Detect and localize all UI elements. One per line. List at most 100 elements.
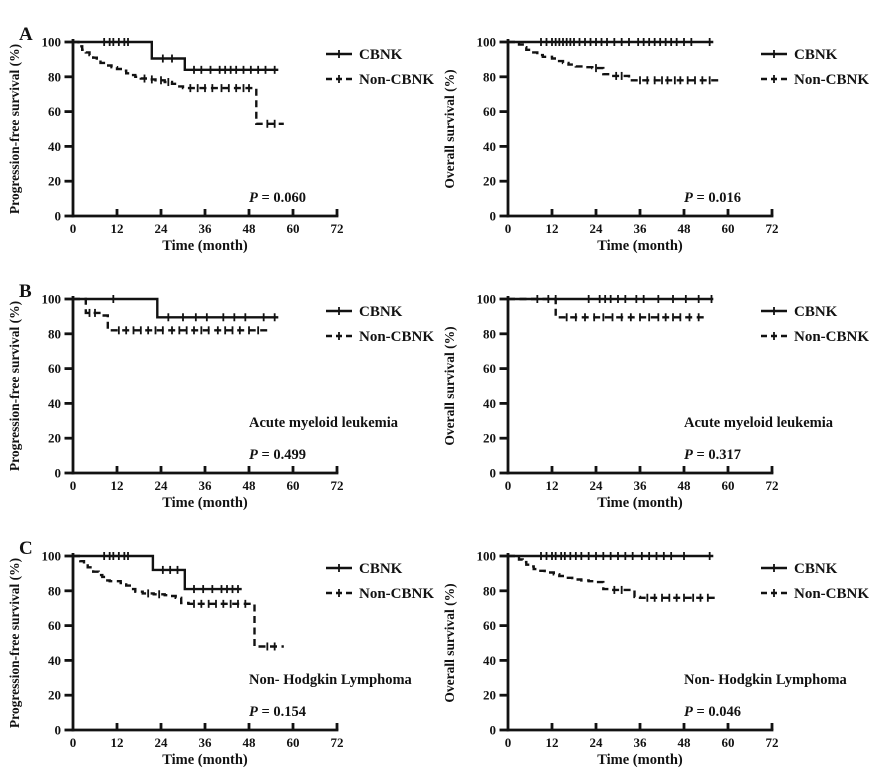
y-tick-label: 60 [483,618,496,633]
km-plot-B-left: B 0 12 24 36 48 60 72 0 20 40 60 80 100 Time (month) Pr… [7,281,434,511]
legend-entry-non-cbnk: Non-CBNK [761,586,869,602]
legend-label: CBNK [359,561,403,577]
x-tick-label: 72 [766,478,779,493]
y-tick-label: 100 [42,35,62,50]
y-tick-label: 80 [483,326,496,341]
legend-entry-cbnk: CBNK [326,561,403,577]
x-tick-label: 72 [766,735,779,750]
y-tick-label: 0 [55,723,62,738]
y-axis-title: Progression-free survival (%) [7,301,22,471]
legend-entry-cbnk: CBNK [326,47,403,63]
series-cbnk [73,552,242,594]
y-tick-label: 80 [48,69,61,84]
y-tick-label: 0 [490,466,497,481]
y-tick-label: 0 [55,466,62,481]
legend: CBNK Non-CBNK [326,304,434,345]
x-tick-label: 48 [243,478,257,493]
legend: CBNK Non-CBNK [326,47,434,88]
y-axis-title: Overall survival (%) [442,583,457,702]
p-value-label: P = 0.016 [684,190,741,206]
x-tick-label: 0 [505,735,512,750]
y-tick-label: 20 [483,174,496,189]
y-tick-label: 60 [48,361,61,376]
y-tick-label: 20 [48,431,61,446]
x-tick-label: 48 [678,478,692,493]
x-tick-label: 12 [111,221,124,236]
legend-entry-cbnk: CBNK [761,304,838,320]
x-tick-label: 36 [634,478,648,493]
legend: CBNK Non-CBNK [761,304,869,345]
series-cbnk [508,38,714,46]
survival-curve-solid [73,40,279,71]
legend-label: Non-CBNK [359,72,434,88]
survival-curve-solid [73,297,279,319]
y-tick-label: 20 [48,174,61,189]
y-tick-label: 100 [42,549,62,564]
legend-entry-non-cbnk: Non-CBNK [761,72,869,88]
x-tick-label: 72 [331,221,344,236]
legend: CBNK Non-CBNK [761,47,869,88]
axes [64,39,339,218]
series-non-cbnk [508,40,719,85]
x-tick-label: 12 [111,735,124,750]
legend-entry-non-cbnk: Non-CBNK [326,72,434,88]
y-tick-label: 100 [477,549,497,564]
y-tick-label: 40 [483,653,496,668]
x-tick-label: 72 [766,221,779,236]
p-value-label: P = 0.154 [249,704,306,720]
km-chart-C-left: C 0 12 24 36 48 60 72 0 20 40 60 80 100 Time (month) Pr… [0,514,435,770]
disease-annotation: Non- Hodgkin Lymphoma [684,672,848,688]
x-tick-label: 0 [505,478,512,493]
x-tick-label: 60 [722,478,735,493]
legend-entry-cbnk: CBNK [761,561,838,577]
series-cbnk [508,295,714,303]
survival-curve-dashed [73,40,284,125]
y-tick-label: 80 [48,326,61,341]
legend-entry-non-cbnk: Non-CBNK [761,329,869,345]
x-tick-label: 48 [678,221,692,236]
x-tick-label: 72 [331,735,344,750]
legend-label: CBNK [794,304,838,320]
x-axis-title: Time (month) [597,238,683,254]
x-tick-label: 36 [634,221,648,236]
y-tick-label: 20 [483,431,496,446]
axes [499,39,774,218]
x-tick-label: 0 [505,221,512,236]
x-tick-label: 12 [546,735,559,750]
x-tick-label: 48 [243,221,257,236]
x-tick-label: 60 [722,735,735,750]
x-tick-label: 12 [546,478,559,493]
y-axis-title: Progression-free survival (%) [7,558,22,728]
y-tick-label: 40 [48,139,61,154]
y-tick-label: 80 [483,583,496,598]
survival-curve-dashed [508,40,719,82]
km-plot-C-left: C 0 12 24 36 48 60 72 0 20 40 60 80 100 Time (month) Pr… [7,538,434,768]
km-chart-B-left: B 0 12 24 36 48 60 72 0 20 40 60 80 100 Time (month) Pr… [0,257,435,513]
p-value-label: P = 0.317 [684,447,741,463]
legend: CBNK Non-CBNK [761,561,869,602]
x-axis-title: Time (month) [162,495,248,511]
x-axis-title: Time (month) [597,495,683,511]
y-tick-label: 100 [477,35,497,50]
x-tick-label: 48 [243,735,257,750]
survival-curve-dashed [73,554,284,648]
x-tick-label: 12 [546,221,559,236]
legend-label: Non-CBNK [794,72,869,88]
x-tick-label: 60 [287,478,300,493]
y-tick-label: 60 [48,618,61,633]
x-tick-label: 24 [590,221,604,236]
disease-annotation: Non- Hodgkin Lymphoma [249,672,413,688]
legend-entry-non-cbnk: Non-CBNK [326,586,434,602]
disease-annotation: Acute myeloid leukemia [249,415,399,431]
x-tick-label: 60 [722,221,735,236]
y-tick-label: 80 [48,583,61,598]
x-axis-title: Time (month) [162,752,248,768]
legend: CBNK Non-CBNK [326,561,434,602]
survival-curve-dashed [508,554,719,599]
panel-label: C [19,538,33,559]
x-tick-label: 24 [155,735,169,750]
x-tick-label: 24 [590,478,604,493]
legend-entry-cbnk: CBNK [326,304,403,320]
series-non-cbnk [508,297,706,322]
y-tick-label: 40 [48,653,61,668]
